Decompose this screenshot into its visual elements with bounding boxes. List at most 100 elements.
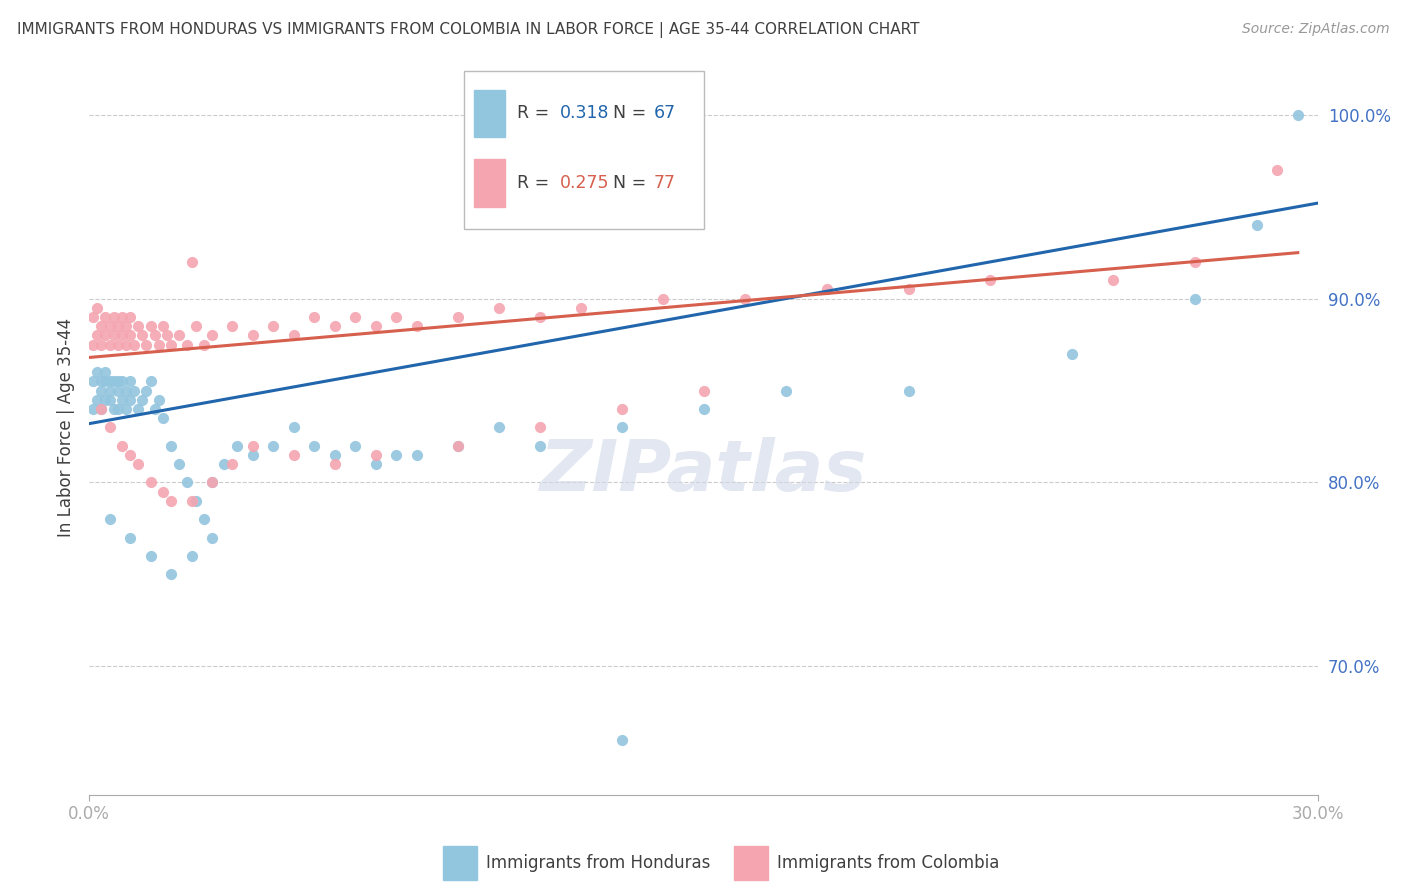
Point — [897, 384, 920, 398]
Point — [304, 310, 326, 324]
Point — [135, 337, 157, 351]
Point — [94, 392, 117, 407]
Point — [127, 401, 149, 416]
Point — [610, 420, 633, 434]
Point — [1062, 347, 1084, 361]
Point — [610, 401, 633, 416]
Bar — [443, 846, 477, 880]
Point — [304, 439, 326, 453]
Point — [283, 420, 305, 434]
Text: Immigrants from Honduras: Immigrants from Honduras — [486, 854, 711, 872]
Point — [242, 328, 264, 343]
Point — [323, 448, 346, 462]
Point — [176, 475, 198, 490]
Point — [82, 337, 104, 351]
Point — [692, 384, 714, 398]
Point — [184, 319, 207, 334]
Point — [103, 310, 125, 324]
Point — [167, 457, 190, 471]
Point — [107, 319, 129, 334]
Point — [160, 337, 183, 351]
Point — [184, 494, 207, 508]
Point — [86, 328, 108, 343]
Point — [94, 375, 117, 389]
Point — [118, 375, 141, 389]
Point — [979, 273, 1001, 287]
Point — [86, 301, 108, 315]
Point — [242, 439, 264, 453]
Point — [118, 328, 141, 343]
Point — [103, 328, 125, 343]
Point — [82, 310, 104, 324]
Point — [344, 310, 367, 324]
Y-axis label: In Labor Force | Age 35-44: In Labor Force | Age 35-44 — [58, 318, 75, 537]
Point — [488, 420, 510, 434]
Point — [152, 411, 174, 425]
Point — [1265, 162, 1288, 177]
Point — [160, 439, 183, 453]
Point — [201, 531, 224, 545]
Point — [131, 328, 153, 343]
Point — [344, 439, 367, 453]
Point — [148, 392, 170, 407]
Point — [98, 337, 121, 351]
Point — [82, 375, 104, 389]
Point — [115, 401, 138, 416]
Point — [98, 420, 121, 434]
Point — [692, 401, 714, 416]
Text: IMMIGRANTS FROM HONDURAS VS IMMIGRANTS FROM COLOMBIA IN LABOR FORCE | AGE 35-44 : IMMIGRANTS FROM HONDURAS VS IMMIGRANTS F… — [17, 22, 920, 38]
Text: ZIPatlas: ZIPatlas — [540, 437, 868, 506]
Point — [815, 282, 838, 296]
Point — [103, 375, 125, 389]
Point — [111, 439, 134, 453]
Point — [82, 401, 104, 416]
Point — [156, 328, 179, 343]
Point — [569, 301, 592, 315]
Point — [385, 448, 408, 462]
Point — [193, 337, 215, 351]
Point — [323, 457, 346, 471]
Point — [1102, 273, 1125, 287]
Point — [529, 310, 551, 324]
Bar — [734, 846, 768, 880]
Point — [1246, 218, 1268, 232]
Point — [651, 292, 673, 306]
Point — [111, 375, 134, 389]
Text: Source: ZipAtlas.com: Source: ZipAtlas.com — [1241, 22, 1389, 37]
Point — [1184, 292, 1206, 306]
Point — [90, 384, 112, 398]
Point — [152, 319, 174, 334]
Point — [118, 310, 141, 324]
Point — [115, 384, 138, 398]
Point — [160, 494, 183, 508]
Point — [283, 328, 305, 343]
Point — [405, 448, 427, 462]
Point — [118, 448, 141, 462]
Point — [94, 310, 117, 324]
Point — [143, 401, 166, 416]
Point — [529, 439, 551, 453]
Point — [167, 328, 190, 343]
Point — [242, 448, 264, 462]
Point — [148, 337, 170, 351]
Point — [143, 328, 166, 343]
Point — [107, 337, 129, 351]
Point — [107, 375, 129, 389]
Point — [118, 531, 141, 545]
Point — [122, 384, 145, 398]
Point — [201, 328, 224, 343]
Point — [122, 337, 145, 351]
Point — [201, 475, 224, 490]
Point — [90, 401, 112, 416]
Point — [139, 375, 162, 389]
Point — [107, 384, 129, 398]
Point — [86, 392, 108, 407]
Point — [160, 567, 183, 582]
Point — [225, 439, 247, 453]
Point — [221, 457, 243, 471]
Point — [98, 512, 121, 526]
Point — [1184, 255, 1206, 269]
Point — [193, 512, 215, 526]
Point — [364, 448, 387, 462]
Text: Immigrants from Colombia: Immigrants from Colombia — [778, 854, 1000, 872]
